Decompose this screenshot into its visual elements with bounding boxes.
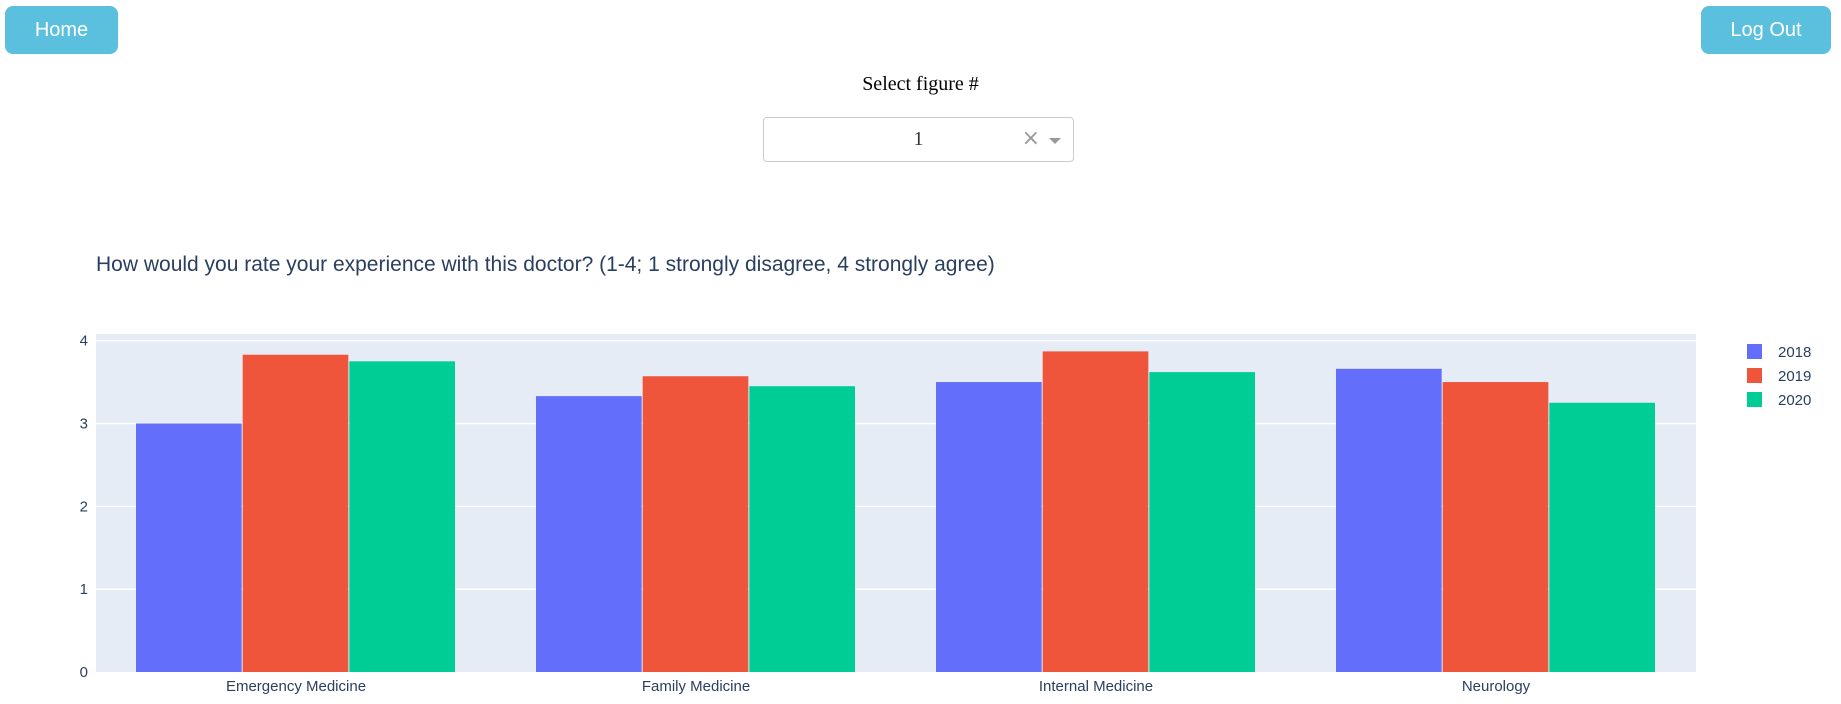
bar-2019-1[interactable]	[642, 376, 749, 672]
chevron-down-icon[interactable]	[1049, 138, 1061, 144]
y-tick-label: 1	[80, 581, 88, 598]
legend-label-2019[interactable]: 2019	[1778, 368, 1811, 385]
bar-2020-0[interactable]	[349, 361, 455, 672]
legend-swatch-2019[interactable]	[1747, 368, 1762, 383]
legend-swatch-2020[interactable]	[1747, 392, 1762, 407]
bar-2020-2[interactable]	[1149, 372, 1255, 672]
figure-select-value: 1	[913, 128, 924, 150]
bar-2018-3[interactable]	[1336, 368, 1442, 672]
y-tick-label: 3	[80, 415, 88, 432]
x-tick-label: Internal Medicine	[1039, 678, 1153, 695]
bar-2018-1[interactable]	[536, 396, 642, 672]
select-figure-label: Select figure #	[862, 73, 979, 95]
home-button[interactable]: Home	[5, 6, 118, 54]
legend-swatch-2018[interactable]	[1747, 344, 1762, 359]
chart-title: How would you rate your experience with …	[96, 253, 995, 276]
legend-label-2020[interactable]: 2020	[1778, 392, 1811, 409]
x-tick-label: Family Medicine	[642, 678, 750, 695]
legend-label-2018[interactable]: 2018	[1778, 344, 1811, 361]
bar-2018-0[interactable]	[136, 423, 242, 672]
y-tick-label: 4	[80, 333, 88, 350]
logout-button[interactable]: Log Out	[1701, 6, 1831, 54]
bar-2019-2[interactable]	[1042, 351, 1149, 672]
y-tick-label: 2	[80, 498, 88, 515]
bar-2020-1[interactable]	[749, 386, 855, 672]
figure-select-dropdown[interactable]: 1 ×	[763, 117, 1074, 162]
bar-2019-3[interactable]	[1442, 382, 1549, 672]
bar-2020-3[interactable]	[1549, 402, 1655, 672]
x-tick-label: Neurology	[1462, 678, 1531, 695]
y-tick-label: 0	[80, 664, 88, 681]
clear-icon[interactable]: ×	[1021, 126, 1040, 151]
bar-2018-2[interactable]	[936, 382, 1042, 672]
bar-2019-0[interactable]	[242, 354, 349, 672]
x-tick-label: Emergency Medicine	[226, 678, 366, 695]
